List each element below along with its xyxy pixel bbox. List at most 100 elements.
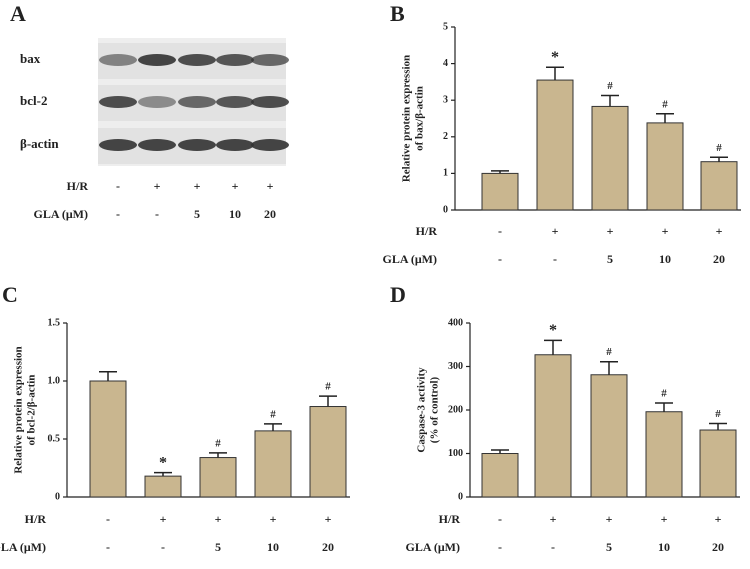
row-value: 5 [215,540,221,554]
row-value: - [116,179,120,193]
chart: D 0 100 200 300 400 Caspase-3 activity (% of co… [390,282,740,554]
annotation: # [662,98,668,110]
band [216,54,254,66]
row-value: + [552,224,559,238]
row-value: - [498,540,502,554]
error-bar [544,339,562,355]
error-bar [154,471,172,477]
band-label: bax [20,51,41,66]
bar [144,475,182,498]
row-value: + [270,512,277,526]
bar [645,411,683,498]
y-tick-label: 0 [443,204,448,215]
y-tick-label: 5 [443,21,448,32]
y-axis-label: of bax/β-actin [414,86,426,151]
band [251,96,289,108]
row-label: GLA (μM) [406,540,460,554]
bar [700,161,738,211]
row-label: H/R [416,224,438,238]
row-label: H/R [67,179,89,193]
row-value: 20 [322,540,334,554]
panel-label: A [10,1,26,26]
band-label: β-actin [20,136,59,151]
annotation: * [159,454,167,471]
y-tick-label: 300 [448,361,463,372]
panel-label: B [390,1,405,26]
row-value: 20 [264,207,276,221]
error-bar [709,422,727,431]
y-tick-label: 400 [448,317,463,328]
row-value: + [715,512,722,526]
band [99,96,137,108]
row-value: 10 [267,540,279,554]
row-value: + [607,224,614,238]
row-label: H/R [439,512,461,526]
y-axis-label: Relative protein expression [401,55,413,182]
bar [534,354,572,498]
row-value: - [106,540,110,554]
band [216,96,254,108]
annotation: # [270,408,276,420]
row-value: 5 [606,540,612,554]
y-tick-label: 1.0 [48,375,61,386]
y-tick-label: 1.5 [48,317,61,328]
row-label: GLA (μM) [383,252,437,266]
bar [254,430,292,498]
band [138,96,176,108]
annotation: # [325,381,331,393]
bar [536,79,574,211]
y-tick-label: 200 [448,404,463,415]
error-bar [491,449,509,454]
bar [590,374,628,498]
row-value: + [232,179,239,193]
row-value: + [606,512,613,526]
y-axis-label: of bcl-2/β-actin [26,375,38,446]
y-axis-label: Caspase-3 activity [416,367,428,453]
error-bar [600,360,618,375]
error-bar [710,156,728,162]
row-value: + [661,512,668,526]
band [178,54,216,66]
annotation: # [661,388,667,400]
band [251,139,289,151]
band [138,54,176,66]
error-bar [601,94,619,107]
y-tick-label: 0 [458,491,463,502]
row-value: 10 [229,207,241,221]
y-tick-label: 0.5 [48,433,61,444]
error-bar [264,423,282,431]
bar [89,380,127,498]
bar [199,457,237,498]
y-tick-label: 1 [443,168,448,179]
bar [481,453,519,498]
bar [481,172,519,211]
row-value: + [662,224,669,238]
row-value: - [553,252,557,266]
row-value: + [194,179,201,193]
y-tick-label: 0 [55,491,60,502]
band [99,139,137,151]
row-value: + [215,512,222,526]
panel-label: D [390,282,406,307]
error-bar [491,170,509,174]
chart: B 0 1 2 3 4 5 Relative protein expression of bax… [383,1,741,266]
annotation: * [551,49,559,66]
row-value: + [160,512,167,526]
row-value: - [498,224,502,238]
row-value: 20 [713,252,725,266]
annotation: # [215,437,221,449]
row-label: GLA (μM) [34,207,88,221]
bar [309,406,347,498]
y-axis-label: (% of control) [429,376,441,443]
band-label: bcl-2 [20,93,47,108]
row-value: - [116,207,120,221]
annotation: # [606,346,612,358]
row-value: + [154,179,161,193]
row-value: + [325,512,332,526]
annotation: # [607,80,613,92]
row-value: 5 [607,252,613,266]
annotation: # [716,142,722,154]
row-value: - [498,512,502,526]
row-value: - [498,252,502,266]
